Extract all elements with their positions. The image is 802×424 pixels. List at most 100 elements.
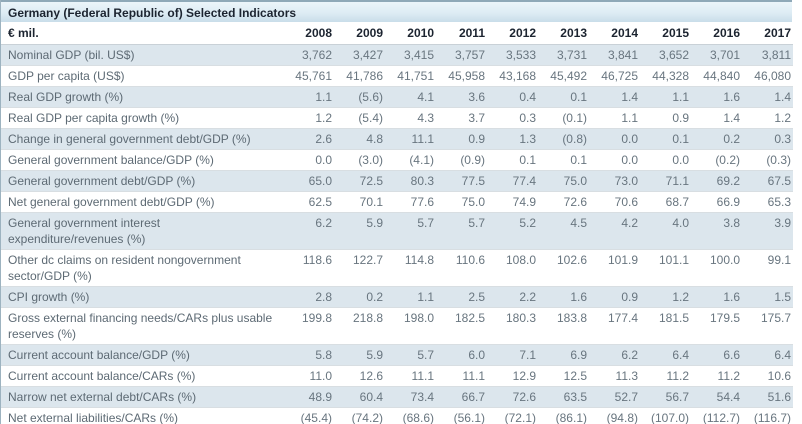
cell-value: 181.5 [640,307,691,345]
cell-value: 46,725 [589,65,640,87]
cell-value: (5.6) [334,86,385,108]
cell-value: (0.1) [538,107,589,129]
row-label: General government interest expenditure/… [1,212,283,250]
year-column-header: 2013 [538,22,589,45]
cell-value: 1.3 [487,128,538,150]
cell-value: 75.0 [436,191,487,213]
table-row: General government debt/GDP (%) 65.0 72.5 8… [1,170,793,192]
cell-value: 4.2 [589,212,640,250]
cell-value: (72.1) [487,407,538,424]
cell-value: 175.7 [742,307,793,345]
cell-value: 5.7 [436,212,487,250]
cell-value: 0.0 [283,149,334,171]
indicators-table: € mil. 2008 2009 2010 2011 2012 2013 2014 2015 2… [1,22,793,424]
cell-value: 4.0 [640,212,691,250]
year-column-header: 2017 [742,22,793,45]
cell-value: (74.2) [334,407,385,424]
cell-value: 11.3 [589,365,640,387]
cell-value: 4.5 [538,212,589,250]
cell-value: 182.5 [436,307,487,345]
cell-value: 3,652 [640,44,691,66]
cell-value: (116.7) [742,407,793,424]
cell-value: 5.7 [385,344,436,366]
cell-value: 102.6 [538,249,589,287]
cell-value: 177.4 [589,307,640,345]
cell-value: 51.6 [742,386,793,408]
table-row: Real GDP growth (%) 1.1 (5.6) 4.1 3.6 0.4 0.1 1… [1,86,793,108]
table-row: Gross external financing needs/CARs plus… [1,307,793,345]
row-label: Gross external financing needs/CARs plus… [1,307,283,345]
cell-value: 68.7 [640,191,691,213]
year-column-header: 2016 [691,22,742,45]
table-row: Current account balance/CARs (%) 11.0 12.6… [1,365,793,387]
cell-value: 69.2 [691,170,742,192]
cell-value: 1.2 [640,286,691,308]
cell-value: 11.0 [283,365,334,387]
cell-value: 77.4 [487,170,538,192]
cell-value: 45,958 [436,65,487,87]
cell-value: 3.8 [691,212,742,250]
cell-value: 101.1 [640,249,691,287]
cell-value: 46,080 [742,65,793,87]
cell-value: 72.5 [334,170,385,192]
cell-value: 1.6 [538,286,589,308]
cell-value: (45.4) [283,407,334,424]
cell-value: 72.6 [487,386,538,408]
cell-value: 73.4 [385,386,436,408]
table-row: General government interest expenditure/… [1,212,793,250]
cell-value: 7.1 [487,344,538,366]
cell-value: 0.2 [334,286,385,308]
cell-value: 41,751 [385,65,436,87]
cell-value: 110.6 [436,249,487,287]
cell-value: 11.2 [691,365,742,387]
row-label: Net general government debt/GDP (%) [1,191,283,213]
cell-value: 183.8 [538,307,589,345]
cell-value: 5.9 [334,344,385,366]
year-column-header: 2015 [640,22,691,45]
cell-value: 1.6 [691,86,742,108]
unit-label: € mil. [1,22,283,45]
row-label: Nominal GDP (bil. US$) [1,44,283,66]
cell-value: 72.6 [538,191,589,213]
row-label: CPI growth (%) [1,286,283,308]
cell-value: 99.1 [742,249,793,287]
cell-value: 100.0 [691,249,742,287]
panel-title: Germany (Federal Republic of) Selected I… [8,6,297,20]
cell-value: 198.0 [385,307,436,345]
cell-value: (86.1) [538,407,589,424]
cell-value: 1.2 [742,107,793,129]
cell-value: 3,533 [487,44,538,66]
cell-value: 73.0 [589,170,640,192]
year-column-header: 2009 [334,22,385,45]
panel-title-bar: Germany (Federal Republic of) Selected I… [1,0,792,22]
cell-value: 0.4 [487,86,538,108]
cell-value: 77.6 [385,191,436,213]
cell-value: 1.1 [283,86,334,108]
row-label: Current account balance/GDP (%) [1,344,283,366]
cell-value: 2.5 [436,286,487,308]
table-row: Current account balance/GDP (%) 5.8 5.9 5.7… [1,344,793,366]
cell-value: 5.7 [385,212,436,250]
cell-value: 2.6 [283,128,334,150]
cell-value: 4.8 [334,128,385,150]
cell-value: 48.9 [283,386,334,408]
cell-value: 114.8 [385,249,436,287]
cell-value: 5.9 [334,212,385,250]
cell-value: 74.9 [487,191,538,213]
cell-value: 62.5 [283,191,334,213]
table-row: Change in general government debt/GDP (%… [1,128,793,150]
row-label: General government debt/GDP (%) [1,170,283,192]
table-row: General government balance/GDP (%) 0.0 (3.… [1,149,793,171]
cell-value: 3,841 [589,44,640,66]
cell-value: 12.5 [538,365,589,387]
cell-value: 2.8 [283,286,334,308]
cell-value: 11.1 [385,365,436,387]
cell-value: 3.9 [742,212,793,250]
cell-value: 101.9 [589,249,640,287]
cell-value: 63.5 [538,386,589,408]
cell-value: (4.1) [385,149,436,171]
cell-value: 52.7 [589,386,640,408]
row-label: Narrow net external debt/CARs (%) [1,386,283,408]
table-row: Real GDP per capita growth (%) 1.2 (5.4) 4.… [1,107,793,129]
